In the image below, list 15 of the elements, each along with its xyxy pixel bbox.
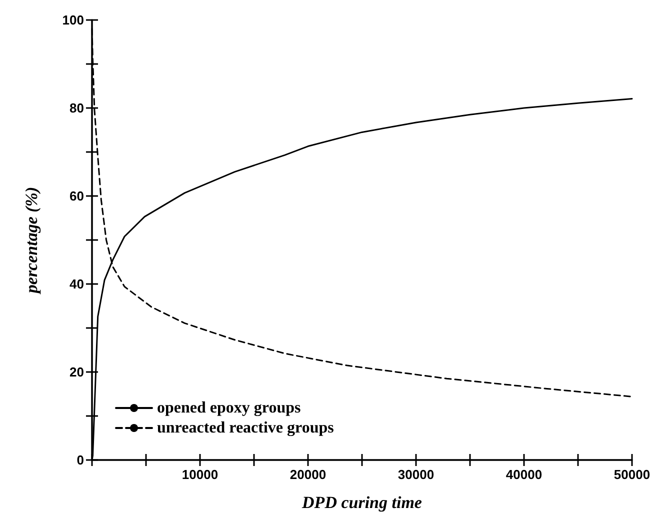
legend-label: opened epoxy groups xyxy=(157,400,301,416)
y-tick-label: 40 xyxy=(70,276,84,292)
y-tick-label: 20 xyxy=(70,364,84,380)
x-tick-label: 50000 xyxy=(614,467,650,482)
legend-label: unreacted reactive groups xyxy=(157,420,334,436)
x-tick-label: 40000 xyxy=(506,467,542,482)
y-tick-label: 100 xyxy=(62,12,84,28)
y-tick-label: 80 xyxy=(70,100,84,116)
x-tick-label: 30000 xyxy=(398,467,434,482)
x-tick-label: 10000 xyxy=(182,467,218,482)
x-tick-label: 20000 xyxy=(290,467,326,482)
y-tick-label: 0 xyxy=(76,452,84,468)
y-tick-label: 60 xyxy=(70,188,84,204)
x-axis-title: DPD curing time xyxy=(301,493,422,512)
y-axis-title: percentage (%) xyxy=(22,186,41,296)
